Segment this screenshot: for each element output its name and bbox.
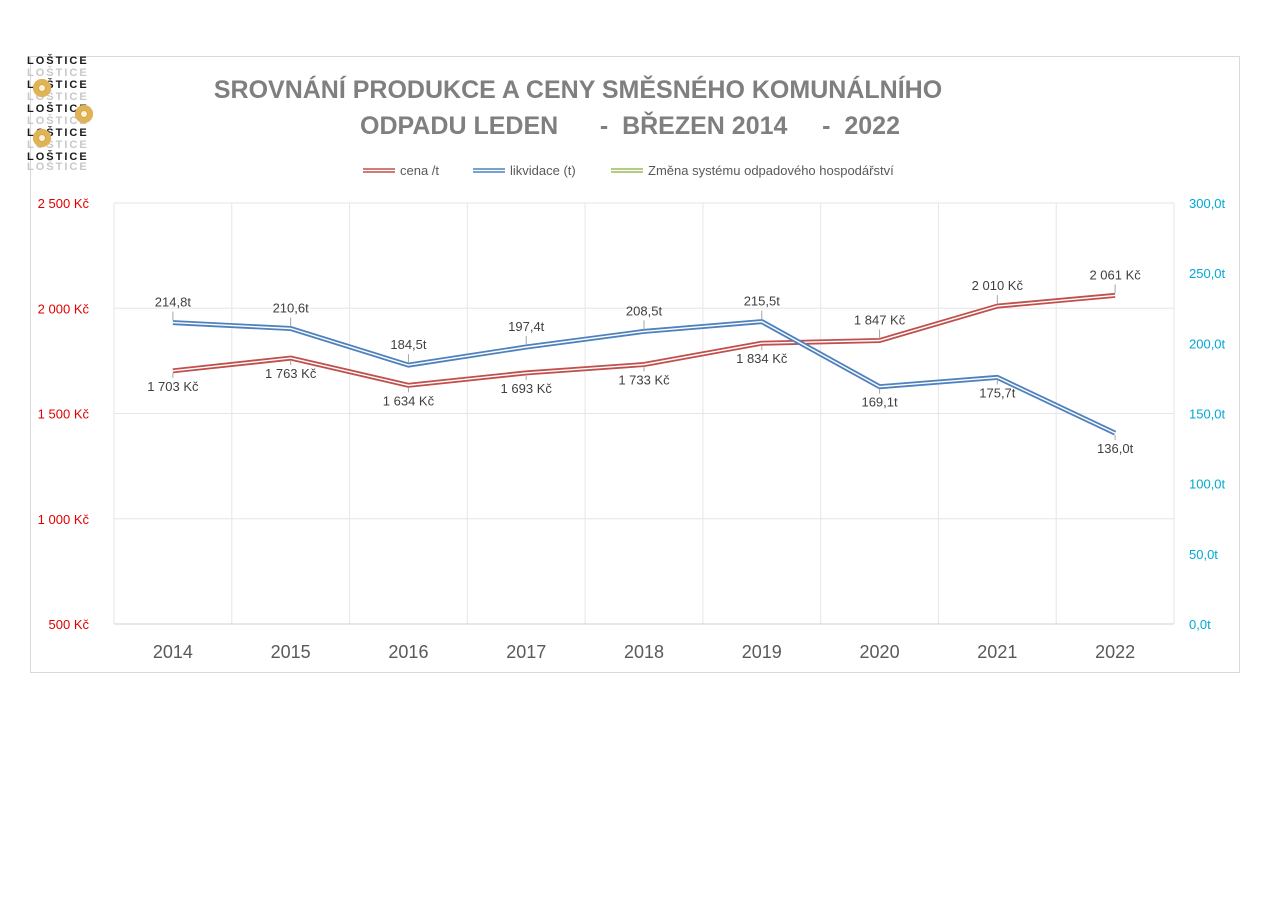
logo-gold-circle-icon bbox=[33, 129, 51, 147]
y-right-tick-label: 300,0t bbox=[1189, 196, 1226, 211]
data-label: 1 847 Kč bbox=[854, 312, 906, 327]
data-label: 1 703 Kč bbox=[147, 379, 199, 394]
logo-row: LOŠTICE bbox=[27, 103, 89, 115]
series-line-inner-0 bbox=[172, 294, 1116, 386]
x-tick-label: 2017 bbox=[506, 642, 546, 662]
data-label: 214,8t bbox=[155, 295, 192, 310]
x-tick-label: 2020 bbox=[860, 642, 900, 662]
y-left-tick-label: 500 Kč bbox=[49, 617, 90, 632]
y-right-tick-label: 0,0t bbox=[1189, 617, 1211, 632]
y-left-tick-label: 2 500 Kč bbox=[38, 196, 90, 211]
x-tick-label: 2014 bbox=[153, 642, 193, 662]
data-label: 1 763 Kč bbox=[265, 366, 317, 381]
plot-area: 2 500 Kč 2 000 Kč 1 500 Kč 1 000 Kč 500 Kč 30… bbox=[38, 196, 1226, 662]
logo-gold-circle-icon bbox=[75, 105, 93, 123]
logo-row: LOŠTICE bbox=[27, 161, 89, 173]
logo-row: LOŠTICE bbox=[27, 115, 89, 127]
logo-row: LOŠTICE bbox=[27, 67, 89, 79]
data-label: 1 733 Kč bbox=[618, 372, 670, 387]
logo-gold-circle-icon bbox=[33, 79, 51, 97]
x-tick-label: 2016 bbox=[388, 642, 428, 662]
legend-label: likvidace (t) bbox=[510, 163, 576, 178]
data-label: 169,1t bbox=[861, 395, 898, 410]
y-right-tick-label: 50,0t bbox=[1189, 547, 1218, 562]
x-tick-label: 2018 bbox=[624, 642, 664, 662]
data-label: 1 693 Kč bbox=[501, 381, 553, 396]
legend-label: Změna systému odpadového hospodářství bbox=[648, 163, 894, 178]
data-label: 1 634 Kč bbox=[383, 393, 435, 408]
y-right-tick-label: 100,0t bbox=[1189, 477, 1226, 492]
data-label: 175,7t bbox=[979, 385, 1016, 400]
data-label: 136,0t bbox=[1097, 441, 1134, 456]
legend: cena /t likvidace (t) Změna systému odpado… bbox=[363, 163, 894, 178]
y-right-tick-label: 150,0t bbox=[1189, 407, 1226, 422]
y-left-tick-label: 1 500 Kč bbox=[38, 407, 90, 422]
data-label: 2 010 Kč bbox=[972, 278, 1024, 293]
y-left-tick-label: 1 000 Kč bbox=[38, 512, 90, 527]
data-label: 1 834 Kč bbox=[736, 351, 788, 366]
data-label: 197,4t bbox=[508, 319, 545, 334]
chart-title-line2: ODPADU LEDEN - BŘEZEN 2014 - 2022 bbox=[360, 110, 900, 140]
legend-label: cena /t bbox=[400, 163, 439, 178]
logo-row: LOŠTICE bbox=[27, 55, 89, 67]
loštice-logo: LOŠTICE LOŠTICE LOŠTICE LOŠTICE LOŠTICE … bbox=[27, 55, 102, 173]
x-tick-label: 2022 bbox=[1095, 642, 1135, 662]
x-tick-label: 2019 bbox=[742, 642, 782, 662]
y-right-tick-label: 250,0t bbox=[1189, 266, 1226, 281]
data-label: 2 061 Kč bbox=[1089, 267, 1141, 282]
x-tick-label: 2015 bbox=[271, 642, 311, 662]
y-left-tick-label: 2 000 Kč bbox=[38, 301, 90, 316]
y-right-tick-label: 200,0t bbox=[1189, 336, 1226, 351]
data-label: 210,6t bbox=[273, 300, 310, 315]
data-label: 208,5t bbox=[626, 303, 663, 318]
data-label: 184,5t bbox=[390, 337, 427, 352]
x-tick-label: 2021 bbox=[977, 642, 1017, 662]
chart-title-line1: SROVNÁNÍ PRODUKCE A CENY SMĚSNÉHO KOMUNÁ… bbox=[214, 74, 942, 104]
logo-row: LOŠTICE bbox=[27, 151, 89, 163]
data-label: 215,5t bbox=[744, 294, 781, 309]
